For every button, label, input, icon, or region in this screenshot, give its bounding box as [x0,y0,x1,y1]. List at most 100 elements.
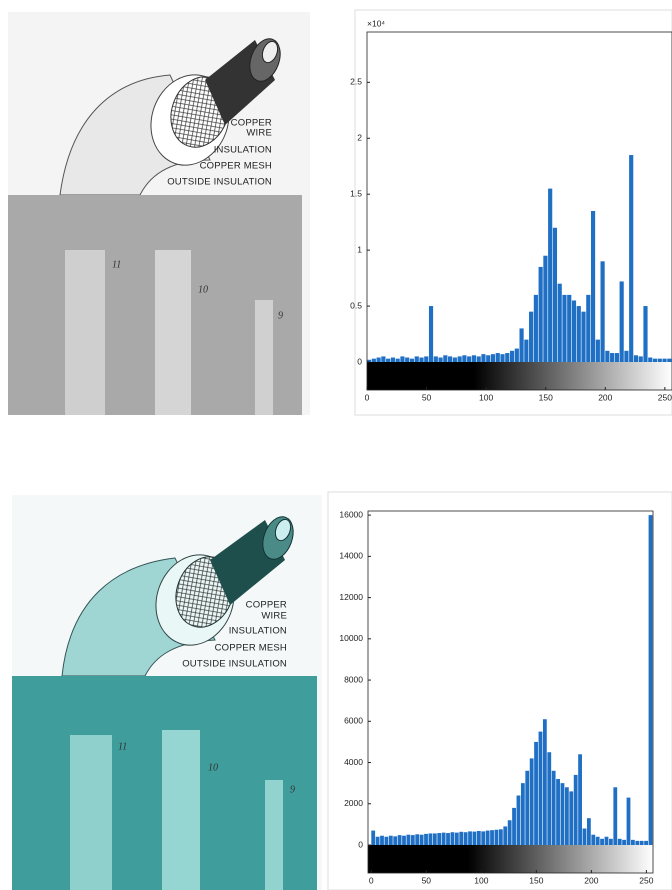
bar [662,358,667,362]
bar [457,356,462,362]
bar [507,820,512,845]
bar [448,356,453,362]
bar [454,832,459,845]
bar [622,839,626,845]
bar [381,356,386,362]
bar [613,787,618,845]
bar [406,834,411,845]
bar [395,358,400,362]
label: WIRE [246,128,272,139]
x-tick-label: 0 [365,392,370,402]
photo-mark: 10 [198,284,208,295]
bar [485,830,490,845]
x-tick-label: 100 [479,392,493,402]
bar [494,829,499,845]
bar [468,831,472,845]
bar [605,350,610,362]
x-tick-label: 100 [474,875,488,885]
bar [667,358,672,362]
bar [432,833,437,845]
bar [564,787,569,845]
bar [490,830,494,845]
bar [548,188,553,362]
histogram-chart: 0 2000 4000 6000 8000 10000 12000 14000 16000 0 50… [327,491,672,890]
bar [519,328,524,362]
bar [635,840,640,845]
bar [498,829,503,845]
x-tick-label: 150 [529,875,543,885]
bar [376,357,381,362]
gray-scale-bar [368,845,653,873]
label: INSULATION [214,145,272,156]
gray-scale-bar [367,362,672,390]
photo-mark: 9 [290,784,295,795]
plot-frame [367,510,654,874]
bar [410,835,415,845]
bar [586,818,591,845]
x-tick-label: 200 [584,875,598,885]
photo-mark: 11 [118,741,127,752]
bar [419,357,424,362]
y-tick-label: 0 [358,839,363,849]
photo-mark: 10 [208,762,218,773]
bar [414,356,419,362]
y-tick-label: 1 [357,244,362,254]
cable-photo [70,735,112,890]
bar [591,834,596,845]
bar [644,840,648,845]
bar [520,783,525,845]
x-tick-label: 250 [639,875,653,885]
bar [557,283,562,362]
bar [509,350,515,362]
bar [424,833,428,845]
bar [533,294,538,362]
bar [567,294,572,362]
x-tick-label: 150 [539,392,553,402]
bar [595,339,600,362]
bar [400,356,405,362]
histogram-chart: 0 0.5 1 1.5 2 2.5 0 50 100 150 200 250 ×10⁴ [350,9,672,416]
bar [472,831,477,845]
bar [393,836,398,845]
photo-mark: 11 [112,259,121,270]
bar [556,779,560,845]
bar [581,311,586,362]
bar [424,356,429,362]
bar [552,227,558,362]
bar [514,348,519,362]
bar [624,350,629,362]
bar [617,838,622,845]
bar [505,353,510,362]
bar [569,791,574,845]
bar [657,358,662,362]
label: INSULATION [229,626,287,637]
bar [626,797,631,845]
bar [402,835,406,845]
bar [638,356,643,362]
y-tick-label: 0.5 [350,300,362,310]
label: OUTSIDE INSULATION [167,177,272,188]
bar [614,353,619,362]
bar [639,840,644,845]
label: COPPER [231,118,272,129]
bar [450,832,455,845]
bar [525,770,530,845]
panel [354,9,672,416]
bar [446,833,450,845]
bar [481,354,486,362]
bar [648,515,653,845]
y-multiplier: ×10⁴ [367,18,385,28]
bar [610,353,615,362]
cable-photo [162,730,200,890]
bar [590,210,596,362]
y-tick-label: 2.5 [350,77,362,87]
bar [380,835,384,845]
bar [576,306,581,362]
bar [524,339,529,362]
bar [481,831,486,845]
bar [560,783,565,845]
bar [512,807,516,845]
cable-photo [155,250,191,415]
label: OUTSIDE INSULATION [182,659,287,670]
